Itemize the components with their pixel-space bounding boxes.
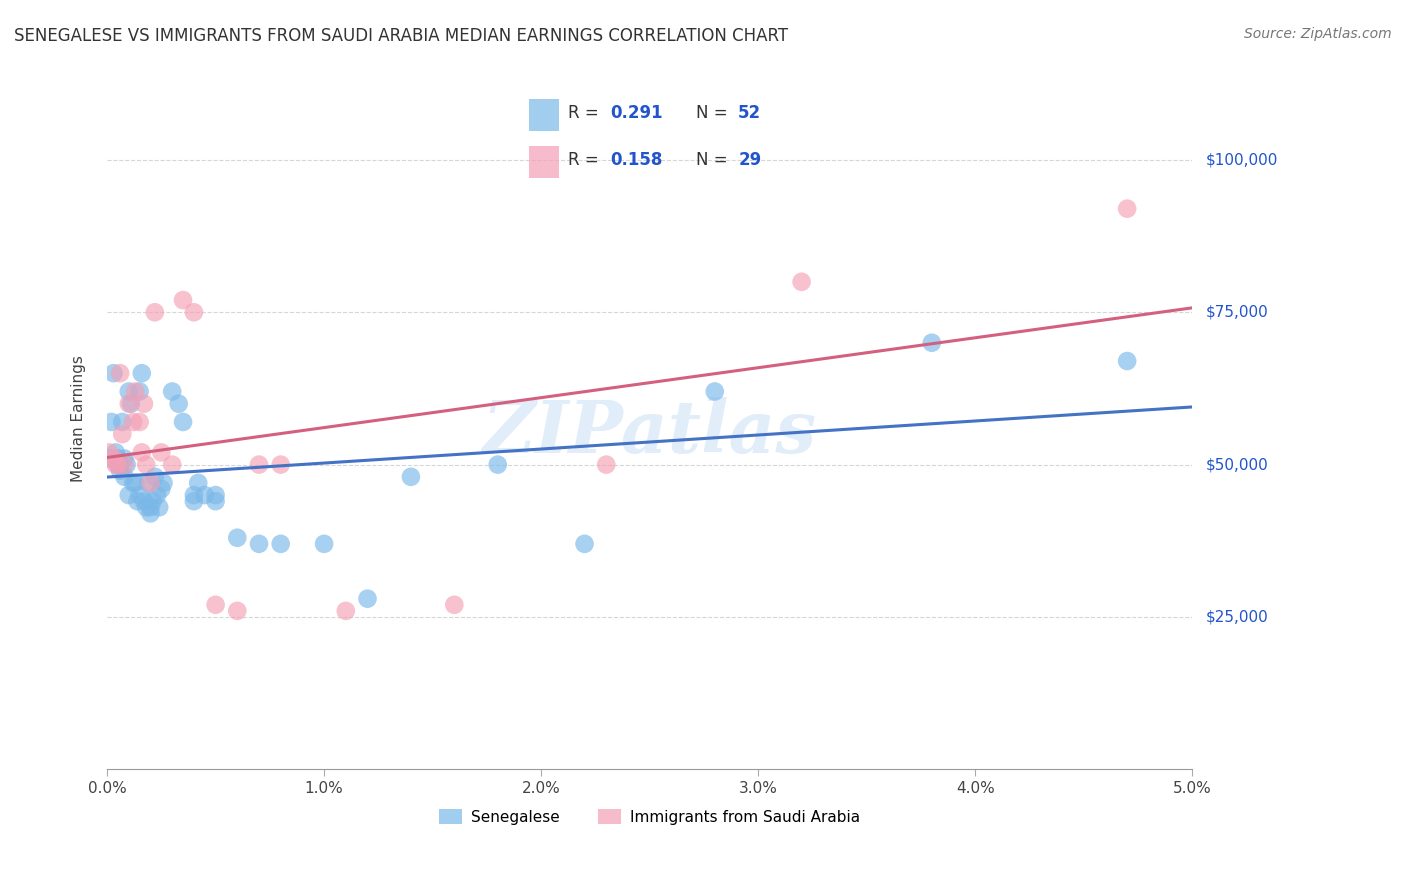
Point bbox=[247, 537, 270, 551]
Point bbox=[187, 475, 209, 490]
Legend: Senegalese, Immigrants from Saudi Arabia: Senegalese, Immigrants from Saudi Arabia bbox=[439, 809, 860, 825]
Point bbox=[103, 451, 125, 466]
Point bbox=[443, 598, 465, 612]
Point bbox=[132, 494, 155, 508]
Text: SENEGALESE VS IMMIGRANTS FROM SAUDI ARABIA MEDIAN EARNINGS CORRELATION CHART: SENEGALESE VS IMMIGRANTS FROM SAUDI ARAB… bbox=[14, 27, 789, 45]
Point bbox=[108, 458, 131, 472]
Point bbox=[122, 415, 145, 429]
Point bbox=[183, 305, 205, 319]
Point bbox=[139, 507, 162, 521]
Text: Source: ZipAtlas.com: Source: ZipAtlas.com bbox=[1244, 27, 1392, 41]
Point bbox=[103, 366, 125, 380]
Point bbox=[152, 475, 174, 490]
Point bbox=[399, 470, 422, 484]
Point bbox=[124, 475, 146, 490]
Point bbox=[270, 537, 292, 551]
Point bbox=[142, 494, 165, 508]
Point bbox=[204, 598, 226, 612]
Point bbox=[118, 384, 141, 399]
Point bbox=[150, 445, 173, 459]
Point bbox=[226, 604, 249, 618]
Point bbox=[122, 475, 145, 490]
Point bbox=[172, 293, 194, 307]
Point bbox=[136, 475, 159, 490]
Point bbox=[356, 591, 378, 606]
Point bbox=[574, 537, 596, 551]
Point bbox=[115, 458, 138, 472]
Point bbox=[1116, 354, 1139, 368]
Text: ZIPatlas: ZIPatlas bbox=[482, 398, 817, 468]
Point bbox=[595, 458, 617, 472]
Point bbox=[160, 458, 183, 472]
Point bbox=[167, 397, 190, 411]
Point bbox=[226, 531, 249, 545]
Point bbox=[124, 384, 146, 399]
Point bbox=[107, 458, 129, 472]
Point bbox=[108, 366, 131, 380]
Point bbox=[160, 384, 183, 399]
Point bbox=[108, 464, 131, 478]
Point bbox=[139, 475, 162, 490]
Point bbox=[790, 275, 813, 289]
Text: $50,000: $50,000 bbox=[1206, 457, 1268, 472]
Point bbox=[128, 415, 150, 429]
Point bbox=[114, 470, 136, 484]
Point bbox=[194, 488, 217, 502]
Point bbox=[143, 305, 166, 319]
Point bbox=[183, 488, 205, 502]
Point bbox=[204, 488, 226, 502]
Point bbox=[98, 445, 121, 459]
Point bbox=[183, 494, 205, 508]
Point bbox=[107, 451, 129, 466]
Point bbox=[921, 335, 943, 350]
Point bbox=[98, 451, 121, 466]
Point bbox=[118, 397, 141, 411]
Point bbox=[104, 445, 127, 459]
Point bbox=[204, 494, 226, 508]
Point bbox=[128, 384, 150, 399]
Point bbox=[131, 366, 153, 380]
Point bbox=[107, 458, 129, 472]
Point bbox=[247, 458, 270, 472]
Point bbox=[114, 451, 136, 466]
Point bbox=[703, 384, 725, 399]
Point bbox=[104, 458, 127, 472]
Point bbox=[143, 470, 166, 484]
Point bbox=[139, 500, 162, 515]
Point bbox=[335, 604, 357, 618]
Y-axis label: Median Earnings: Median Earnings bbox=[72, 356, 86, 483]
Point bbox=[132, 397, 155, 411]
Point bbox=[114, 458, 136, 472]
Point bbox=[148, 500, 170, 515]
Point bbox=[150, 482, 173, 496]
Text: $25,000: $25,000 bbox=[1206, 609, 1268, 624]
Point bbox=[128, 488, 150, 502]
Point bbox=[111, 427, 134, 442]
Text: $75,000: $75,000 bbox=[1206, 305, 1268, 319]
Point bbox=[127, 494, 149, 508]
Point bbox=[486, 458, 509, 472]
Point bbox=[135, 500, 157, 515]
Text: $100,000: $100,000 bbox=[1206, 153, 1278, 168]
Point bbox=[314, 537, 336, 551]
Point bbox=[100, 415, 122, 429]
Point bbox=[118, 488, 141, 502]
Point bbox=[146, 488, 169, 502]
Point bbox=[120, 397, 142, 411]
Point bbox=[131, 445, 153, 459]
Point bbox=[270, 458, 292, 472]
Point bbox=[135, 458, 157, 472]
Point bbox=[1116, 202, 1139, 216]
Point bbox=[172, 415, 194, 429]
Point bbox=[111, 415, 134, 429]
